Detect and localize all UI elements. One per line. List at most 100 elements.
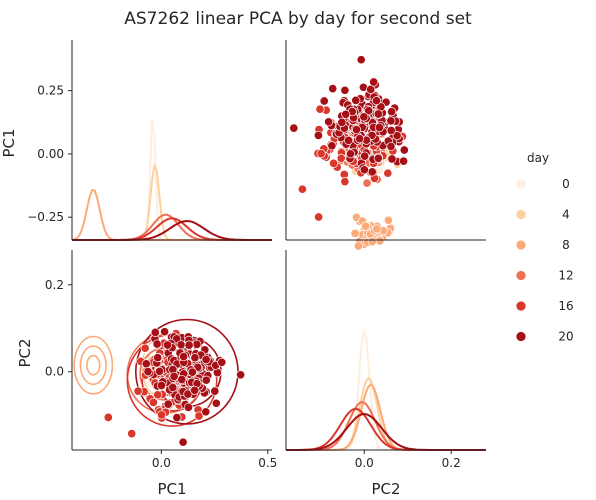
scatter-point-day-20: [387, 107, 397, 117]
scatter-point-day-20: [184, 340, 194, 350]
kde-contour-day-8: [86, 354, 101, 376]
scatter-point-day-20: [387, 154, 397, 164]
scatter-point-day-16: [148, 397, 158, 407]
figure-title: AS7262 linear PCA by day for second set: [124, 9, 472, 29]
x-axis-label-pc2: PC2: [371, 480, 400, 498]
kde-contour-day-8: [73, 335, 114, 395]
scatter-point-day-20: [179, 352, 189, 362]
panel-pc2-kde: [285, 250, 486, 451]
y-tick-label-pc1: −0.25: [27, 210, 64, 224]
scatter-point-day-20: [369, 77, 379, 87]
scatter-point-day-20: [141, 359, 151, 369]
scatter-point-day-16: [140, 343, 150, 353]
legend-label-day-4: 4: [562, 208, 570, 222]
kde-curve-day-4: [286, 376, 486, 451]
scatter-point-day-20: [168, 382, 178, 393]
scatter-point-day-20: [236, 370, 246, 380]
y-tick-label-pc1: 0.25: [37, 84, 64, 98]
kde-curve-day-8: [71, 189, 272, 241]
scatter-point-day-20: [154, 366, 165, 376]
scatter-point-day-20: [327, 141, 337, 151]
scatter-point-day-20: [169, 371, 179, 381]
scatter-point-day-20: [160, 327, 170, 337]
scatter-point-day-20: [150, 327, 160, 337]
scatter-point-day-20: [341, 109, 351, 119]
scatter-point-day-20: [355, 134, 365, 144]
scatter-point-day-20: [351, 95, 361, 105]
x-tick-label-pc1: 0.5: [258, 456, 277, 470]
scatter-point-day-20: [359, 112, 369, 122]
scatter-point-day-20: [163, 340, 173, 350]
scatter-point-day-16: [103, 412, 113, 422]
legend-marker-day-4: [515, 209, 527, 220]
scatter-point-day-20: [201, 375, 211, 385]
scatter-point-day-20: [399, 145, 409, 155]
scatter-point-day-20: [337, 117, 347, 127]
tick-labels: −0.25 0.00 0.25 0.0 0.2 0.0 0.5 0.0 0.2: [27, 84, 461, 470]
legend-label-day-16: 16: [558, 299, 573, 313]
panel-pc2-vs-pc1-contour: [71, 250, 272, 451]
scatter-point-day-16: [336, 153, 346, 163]
scatter-point-day-20: [143, 367, 153, 377]
scatter-point-day-20: [319, 96, 329, 106]
scatter-point-day-20: [183, 389, 193, 399]
scatter-point-day-20: [176, 340, 186, 350]
legend-marker-day-0: [515, 178, 527, 190]
x-tick-label-pc2: 0.0: [355, 456, 374, 470]
scatter-point-day-20: [343, 135, 354, 145]
x-tick-label-pc1: 0.0: [152, 456, 171, 470]
scatter-point-day-20: [328, 84, 338, 94]
scatter-point-day-8: [383, 215, 393, 225]
scatter-point-day-20: [187, 367, 197, 377]
scatter-point-day-20: [177, 374, 187, 385]
x-axis-label-pc1: PC1: [157, 480, 186, 498]
panel-pc1-vs-pc2-scatter: [285, 40, 486, 251]
legend-marker-day-20: [515, 331, 527, 342]
y-tick-label-pc2: 0.2: [45, 278, 64, 292]
scatter-point-day-8: [372, 224, 382, 234]
scatter-point-day-20: [152, 339, 162, 349]
y-axis-label-pc2: PC2: [16, 338, 34, 367]
scatter-point-day-20: [386, 141, 396, 152]
scatter-point-day-16: [316, 149, 326, 159]
scatter-point-day-20: [374, 122, 384, 133]
scatter-point-day-16: [157, 410, 167, 420]
panel-pc1-kde: [71, 40, 272, 241]
scatter-point-day-16: [383, 168, 393, 178]
scatter-point-day-16: [127, 429, 137, 439]
scatter-point-day-20: [324, 117, 334, 127]
y-tick-label-pc1: 0.00: [37, 147, 64, 161]
scatter-point-day-8: [350, 228, 360, 238]
scatter-point-day-16: [297, 184, 307, 194]
scatter-point-day-20: [201, 354, 211, 365]
scatter-point-day-20: [360, 151, 370, 161]
scatter-point-day-20: [359, 165, 369, 175]
legend: day 0 4 8 12 16 20: [515, 151, 574, 344]
scatter-point-day-20: [399, 156, 409, 166]
scatter-point-day-20: [163, 399, 173, 409]
scatter-point-day-20: [153, 353, 163, 363]
scatter-point-day-16: [315, 104, 325, 114]
scatter-point-day-20: [178, 437, 188, 447]
legend-label-day-20: 20: [558, 330, 573, 344]
scatter-point-day-20: [373, 109, 383, 119]
y-axis-label-pc1: PC1: [0, 128, 18, 157]
scatter-point-day-20: [211, 398, 221, 408]
scatter-point-day-16: [194, 411, 204, 421]
legend-label-day-0: 0: [562, 177, 570, 191]
legend-marker-day-12: [515, 270, 527, 281]
scatter-point-day-20: [340, 85, 350, 95]
scatter-point-day-16: [329, 158, 339, 168]
scatter-point-day-8: [361, 221, 371, 231]
scatter-point-day-20: [386, 116, 396, 126]
scatter-point-day-20: [371, 96, 382, 106]
scatter-point-day-16: [340, 177, 350, 187]
scatter-point-day-20: [313, 130, 323, 140]
scatter-point-day-20: [345, 149, 356, 159]
scatter-point-day-20: [386, 125, 396, 136]
scatter-point-day-20: [201, 407, 211, 417]
scatter-point-day-20: [192, 339, 202, 349]
x-tick-label-pc2: 0.2: [442, 456, 461, 470]
scatter-point-day-16: [314, 212, 324, 222]
